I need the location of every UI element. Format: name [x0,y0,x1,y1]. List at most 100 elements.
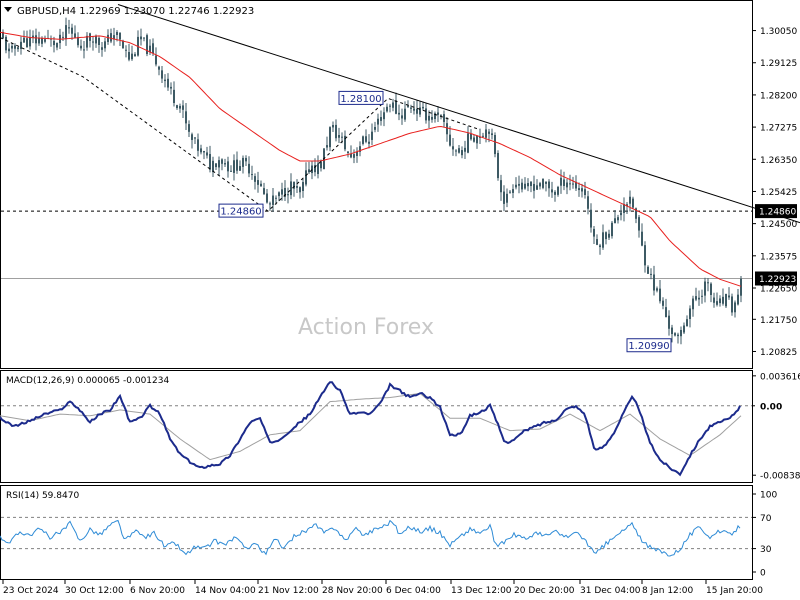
candle-body [659,288,661,302]
candle [155,47,157,67]
candle-body [692,298,694,310]
candle [131,45,133,61]
candle [137,30,139,57]
candle [185,103,187,131]
collapse-triangle-icon[interactable] [4,7,12,12]
candle [575,175,577,191]
candle [581,183,583,198]
candle-body [161,70,163,79]
candle [92,35,94,51]
candle-body [140,36,142,40]
candle-body [356,151,358,156]
candle [530,180,532,193]
candle [611,220,613,239]
price-tick-label: 1.23575 [760,252,797,262]
candle-body [338,135,340,138]
candle [98,36,100,53]
candle [686,315,688,327]
candle [251,165,253,180]
zigzag-pattern-line [0,37,481,212]
candle-body [92,41,94,43]
candle-body [239,166,241,171]
candle-body [254,176,256,182]
time-tick-label: 21 Nov 12:00 [258,586,319,596]
candle-body [407,105,409,107]
candle [188,120,190,137]
candle [158,65,160,76]
candle [539,181,541,190]
candle [56,42,58,51]
candle [437,106,439,122]
candle-body [302,182,304,191]
candle [563,171,565,191]
candle [236,151,238,174]
candle [713,292,715,308]
level-price-label-text: 1.24860 [759,208,796,218]
macd-signal-line [0,392,742,461]
candle [38,31,40,46]
macd-main-line [0,381,741,477]
candle-body [329,127,331,148]
candle [617,214,619,224]
candle-body [638,217,640,231]
candle [653,265,655,296]
current-price-label: 1.22923 [755,271,797,286]
price-tick-label: 1.20825 [760,348,797,358]
candle-body [617,217,619,221]
candle [170,82,172,95]
candle-body [506,193,508,203]
candle-body [737,294,739,305]
candle-body [641,231,643,246]
candle-body [296,186,298,188]
candle [194,137,196,144]
candle [266,189,268,204]
candle [500,174,502,201]
candle-body [221,159,223,164]
candle-body [377,118,379,125]
time-tick-label: 28 Nov 20:00 [322,586,383,596]
candle-body [191,134,193,140]
candle [557,185,559,197]
candle-body [470,133,472,140]
candle [518,175,520,194]
candle-body [389,105,391,107]
candle-body [119,32,121,40]
candle [302,178,304,198]
candle-body [455,150,457,152]
candle-body [518,183,520,186]
candle-body [122,40,124,49]
candle-body [11,45,13,49]
candle [623,197,625,222]
candle [5,35,7,54]
candle-body [344,135,346,150]
annotation-box [338,90,384,105]
candle-body [473,137,475,142]
candle [542,178,544,190]
candle [608,229,610,240]
candle-body [686,319,688,327]
candle-body [95,35,97,44]
candle-body [401,115,403,119]
candle [221,158,223,171]
candle [737,289,739,306]
candle-body [152,43,154,54]
candle-body [200,148,202,153]
candle-body [581,188,583,192]
candle-body [257,180,259,185]
candle-body [488,131,490,134]
candle-body [521,182,523,190]
candle [146,33,148,57]
candle [299,186,301,199]
candle-body [530,181,532,187]
candle [467,126,469,154]
candle-body [5,36,7,51]
candle-body [215,163,217,168]
current-price-label-bg [755,271,797,286]
candle-body [704,281,706,296]
candle [554,190,556,202]
candle [320,159,322,172]
candle [578,182,580,197]
candle-body [176,105,178,109]
candle-body [614,218,616,224]
candle-body [299,187,301,193]
